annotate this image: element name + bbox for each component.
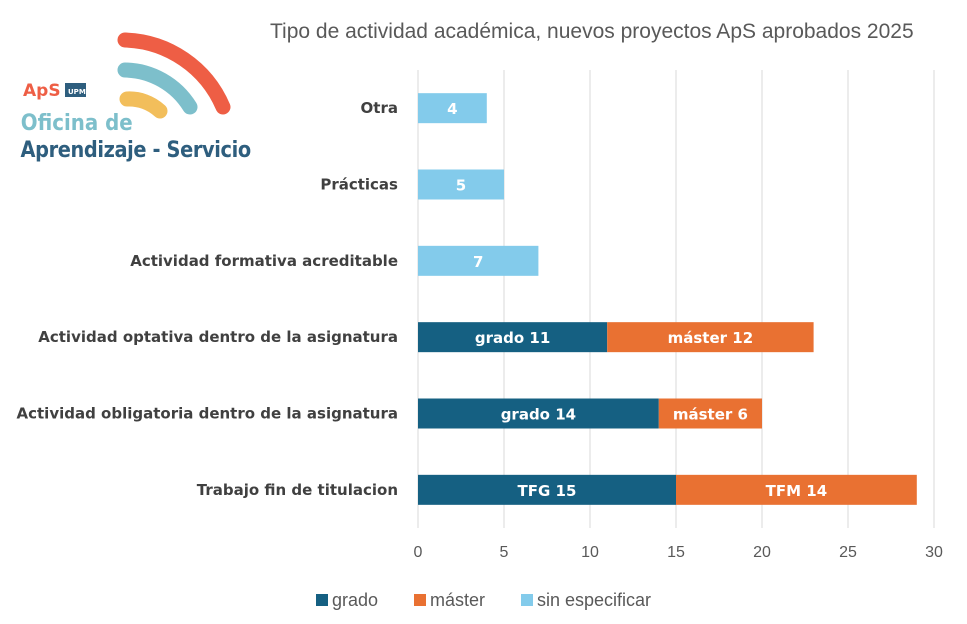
category-label: Otra: [361, 99, 398, 117]
logo: ApS UPM Oficina de Aprendizaje - Servici…: [10, 15, 260, 165]
data-label: grado 14: [501, 406, 576, 424]
chart-title: Tipo de actividad académica, nuevos proy…: [270, 20, 914, 43]
data-label: máster 12: [668, 329, 754, 347]
legend-swatch: [413, 594, 426, 606]
category-label: Actividad obligatoria dentro de la asign…: [17, 405, 399, 423]
category-label: Prácticas: [320, 176, 398, 194]
bar-máster: [658, 398, 762, 429]
x-tick-label: 15: [667, 544, 685, 561]
legend-swatch: [521, 594, 533, 606]
svg-text:Oficina de: Oficina de: [21, 110, 133, 135]
legend-item: grado: [315, 590, 378, 611]
category-label: Actividad formativa acreditable: [130, 252, 398, 270]
x-tick-label: 25: [839, 544, 857, 561]
legend: grado máster sin especificar: [0, 590, 967, 611]
legend-swatch: [315, 594, 328, 606]
data-label: grado 11: [475, 329, 550, 347]
bar-chart: 0 5 10 15 20 25 30 Otra 4 Prácticas 5 Actividad for…: [17, 70, 943, 561]
x-tick-label: 30: [925, 544, 943, 561]
legend-label: sin especificar: [537, 590, 652, 610]
data-label: TFM 14: [766, 482, 828, 500]
bar-sin-especificar: [418, 245, 539, 276]
data-label: 4: [447, 100, 457, 118]
bar-máster: [607, 322, 814, 353]
data-label: 5: [456, 177, 466, 195]
svg-text:ApS: ApS: [23, 81, 61, 101]
bar-grado: [418, 398, 659, 429]
data-label: 7: [473, 253, 483, 271]
data-label: TFG 15: [518, 482, 577, 500]
x-tick-label: 5: [500, 544, 509, 561]
svg-text:Aprendizaje - Servicio: Aprendizaje - Servicio: [21, 137, 252, 162]
category-label: Trabajo fin de titulacion: [197, 481, 398, 499]
bar-grado: [418, 474, 676, 505]
svg-text:UPM: UPM: [68, 88, 86, 96]
legend-item: sin especificar: [521, 590, 651, 611]
bar-grado: [418, 322, 608, 353]
legend-item: máster: [413, 590, 485, 611]
bar-sin-especificar: [418, 93, 487, 124]
legend-label: máster: [429, 590, 485, 610]
x-tick-label: 20: [753, 544, 771, 561]
x-tick-label: 10: [581, 544, 599, 561]
legend-label: grado: [331, 590, 378, 610]
logo-waves-icon: ApS UPM Oficina de Aprendizaje - Servici…: [21, 32, 252, 162]
data-label: máster 6: [673, 406, 748, 424]
bar-sin-especificar: [418, 169, 504, 200]
x-tick-label: 0: [414, 544, 423, 561]
category-label: Actividad optativa dentro de la asignatu…: [38, 328, 398, 346]
bar-máster: [676, 474, 917, 505]
